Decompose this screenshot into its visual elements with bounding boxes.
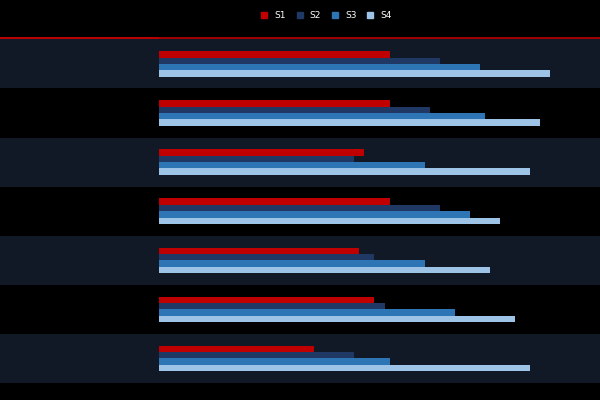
Bar <box>159 51 389 58</box>
Bar <box>159 352 355 358</box>
Bar <box>159 187 600 236</box>
Bar <box>159 303 385 309</box>
Bar <box>159 254 374 260</box>
Bar <box>159 211 470 218</box>
Bar <box>0 285 159 334</box>
Bar <box>0 236 159 285</box>
Bar <box>159 58 440 64</box>
Bar <box>159 334 600 383</box>
Bar <box>159 205 440 211</box>
Bar <box>159 365 530 371</box>
Bar <box>0 88 159 138</box>
Bar <box>0 39 159 88</box>
Bar <box>159 198 389 205</box>
Bar <box>159 70 550 77</box>
Bar <box>159 113 485 119</box>
Bar <box>159 248 359 254</box>
Bar <box>159 346 314 352</box>
Bar <box>0 187 159 236</box>
Bar <box>159 119 540 126</box>
Bar <box>159 149 364 156</box>
Bar <box>159 156 355 162</box>
Bar <box>159 285 600 334</box>
Bar <box>159 168 530 175</box>
Bar <box>159 218 500 224</box>
Bar <box>159 309 455 316</box>
Bar <box>159 138 600 187</box>
Bar <box>159 39 600 88</box>
Bar <box>159 267 490 273</box>
Bar <box>159 358 389 365</box>
Bar <box>159 236 600 285</box>
Bar <box>159 88 600 138</box>
Bar <box>159 260 425 267</box>
Bar <box>0 334 159 383</box>
Bar <box>159 64 480 70</box>
Bar <box>159 162 425 168</box>
Bar <box>159 297 374 303</box>
Bar <box>0 138 159 187</box>
Bar <box>159 100 389 107</box>
Bar <box>159 316 515 322</box>
Bar <box>159 107 430 113</box>
Legend: S1, S2, S3, S4: S1, S2, S3, S4 <box>261 12 392 20</box>
